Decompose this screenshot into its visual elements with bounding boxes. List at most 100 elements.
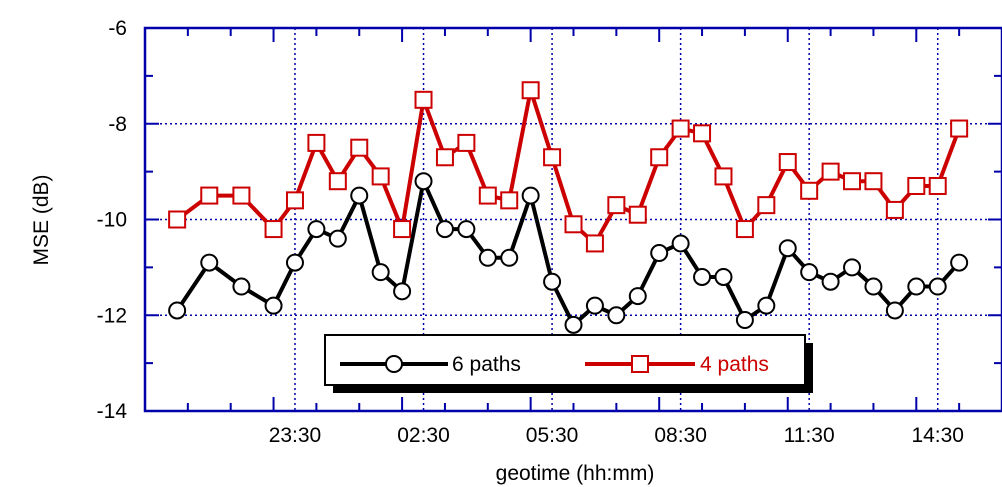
x-tick-label: 11:30 bbox=[784, 424, 835, 447]
data-point bbox=[950, 253, 969, 272]
data-point bbox=[800, 263, 819, 282]
axis-ticks bbox=[145, 27, 1002, 412]
data-point bbox=[478, 186, 497, 205]
x-tick-label: 05:30 bbox=[526, 424, 579, 447]
data-point bbox=[650, 244, 669, 263]
data-point bbox=[393, 220, 412, 239]
y-tick-label: -8 bbox=[108, 113, 127, 136]
legend: 6 paths 4 paths bbox=[324, 334, 813, 393]
data-point bbox=[714, 267, 733, 286]
data-point bbox=[285, 191, 304, 210]
data-point bbox=[307, 133, 326, 152]
data-point bbox=[200, 253, 219, 272]
x-tick-label: 08:30 bbox=[654, 424, 707, 447]
data-point bbox=[285, 253, 304, 272]
data-point bbox=[564, 215, 583, 234]
data-point bbox=[821, 272, 840, 291]
data-point bbox=[307, 220, 326, 239]
data-point bbox=[585, 234, 604, 253]
data-point bbox=[168, 210, 187, 229]
data-point bbox=[628, 287, 647, 306]
data-point bbox=[564, 315, 583, 334]
y-tick-label: -10 bbox=[97, 209, 127, 232]
data-point bbox=[168, 301, 187, 320]
data-point bbox=[950, 119, 969, 138]
data-point bbox=[500, 248, 519, 267]
data-point bbox=[457, 220, 476, 239]
y-axis-title: MSE (dB) bbox=[30, 174, 53, 265]
data-point bbox=[543, 272, 562, 291]
x-tick-labels: 23:30 02:30 05:30 08:30 11:30 14:30 bbox=[269, 424, 964, 447]
legend-swatch-marker bbox=[385, 355, 403, 373]
data-point bbox=[885, 200, 904, 219]
data-point bbox=[328, 172, 347, 191]
data-point bbox=[693, 267, 712, 286]
data-point bbox=[885, 301, 904, 320]
data-point bbox=[264, 296, 283, 315]
data-point bbox=[543, 148, 562, 167]
x-axis-title: geotime (hh:mm) bbox=[496, 462, 655, 485]
data-point bbox=[350, 138, 369, 157]
data-point bbox=[800, 181, 819, 200]
data-point bbox=[714, 167, 733, 186]
data-point bbox=[607, 306, 626, 325]
grid-lines bbox=[145, 28, 1002, 411]
y-tick-labels: -6 -8 -10 -12 -14 bbox=[97, 17, 128, 423]
data-point bbox=[843, 172, 862, 191]
series-layer bbox=[168, 81, 969, 334]
data-point bbox=[232, 277, 251, 296]
data-point bbox=[393, 282, 412, 301]
x-tick-label: 23:30 bbox=[269, 424, 322, 447]
data-point bbox=[200, 186, 219, 205]
data-point bbox=[735, 311, 754, 330]
data-point bbox=[757, 196, 776, 215]
data-point bbox=[414, 172, 433, 191]
data-point bbox=[585, 296, 604, 315]
data-point bbox=[607, 196, 626, 215]
y-tick-label: -6 bbox=[108, 17, 127, 40]
data-point bbox=[928, 277, 947, 296]
x-tick-label: 14:30 bbox=[911, 424, 964, 447]
data-point bbox=[371, 263, 390, 282]
data-point bbox=[671, 119, 690, 138]
data-point bbox=[457, 133, 476, 152]
legend-label: 4 paths bbox=[700, 353, 769, 376]
data-point bbox=[821, 162, 840, 181]
data-point bbox=[435, 148, 454, 167]
data-point bbox=[864, 277, 883, 296]
data-point bbox=[907, 277, 926, 296]
legend-box bbox=[324, 334, 806, 386]
data-point bbox=[264, 220, 283, 239]
x-tick-label: 02:30 bbox=[397, 424, 450, 447]
data-point bbox=[650, 148, 669, 167]
data-point bbox=[232, 186, 251, 205]
data-point bbox=[671, 234, 690, 253]
data-point bbox=[435, 220, 454, 239]
data-point bbox=[521, 81, 540, 100]
legend-swatch-marker bbox=[631, 355, 649, 373]
data-point bbox=[843, 258, 862, 277]
data-point bbox=[521, 186, 540, 205]
series-2 bbox=[168, 81, 969, 253]
legend-label: 6 paths bbox=[452, 353, 521, 376]
data-point bbox=[478, 248, 497, 267]
data-point bbox=[864, 172, 883, 191]
data-point bbox=[778, 153, 797, 172]
data-point bbox=[735, 220, 754, 239]
data-point bbox=[628, 205, 647, 224]
data-point bbox=[778, 239, 797, 258]
y-tick-label: -14 bbox=[97, 400, 128, 423]
data-point bbox=[350, 186, 369, 205]
data-point bbox=[928, 176, 947, 195]
data-point bbox=[693, 124, 712, 143]
data-point bbox=[500, 191, 519, 210]
data-point bbox=[907, 176, 926, 195]
data-point bbox=[328, 229, 347, 248]
series-1 bbox=[168, 172, 969, 334]
data-point bbox=[757, 296, 776, 315]
data-point bbox=[371, 167, 390, 186]
y-tick-label: -12 bbox=[97, 304, 127, 327]
data-point bbox=[414, 90, 433, 109]
